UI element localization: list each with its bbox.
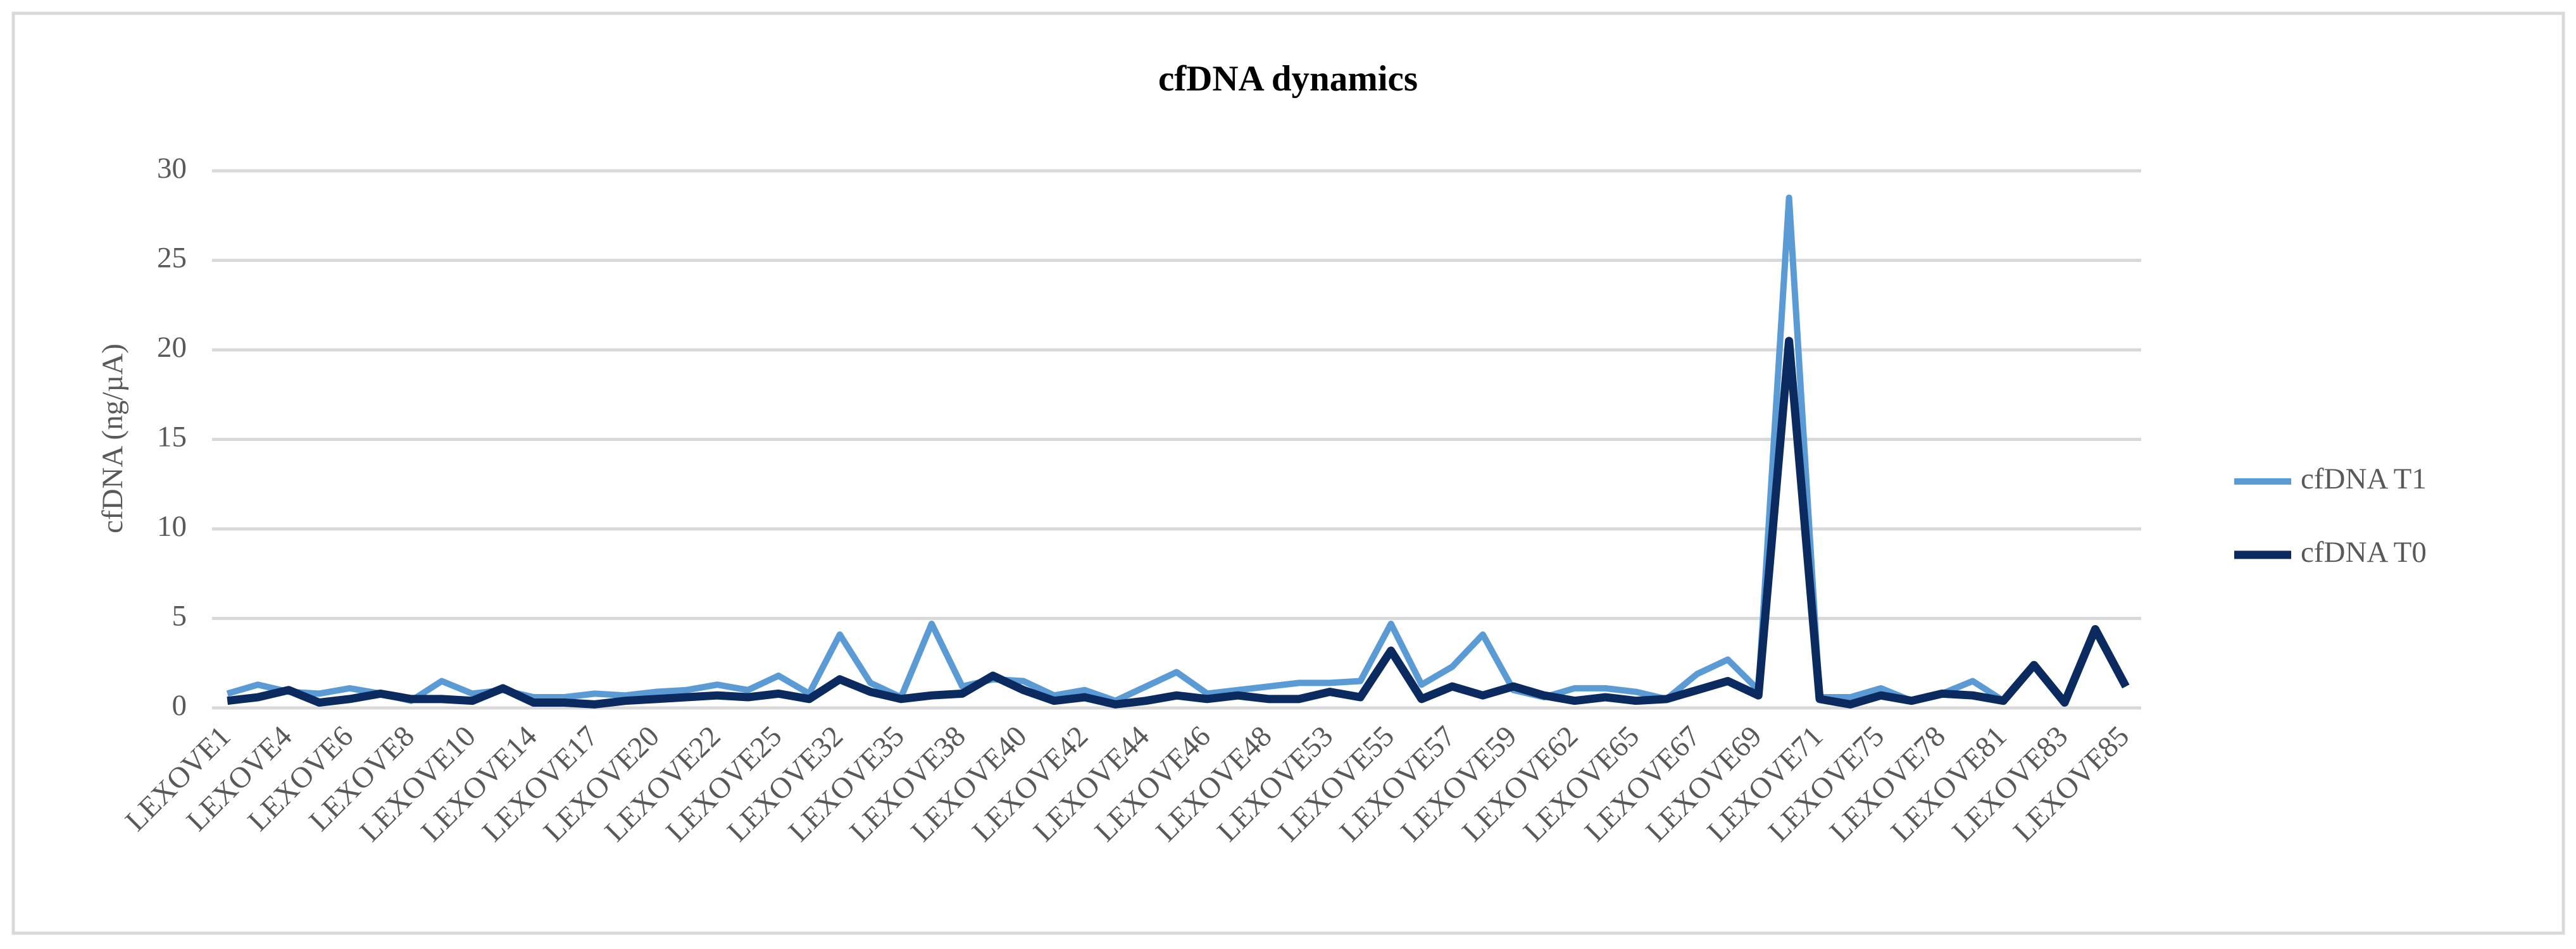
y-tick-label: 20 (157, 331, 187, 364)
chart-border (11, 11, 2565, 935)
y-axis-title: cfDNA (ng/µA) (96, 344, 129, 533)
y-tick-label: 30 (157, 152, 187, 185)
y-tick-label: 15 (157, 420, 187, 453)
series-line (226, 194, 2129, 706)
series-line (227, 337, 2130, 709)
legend-label: cfDNA T0 (2301, 536, 2427, 569)
y-tick-label: 5 (172, 599, 187, 632)
chart-title: cfDNA dynamics (1158, 59, 1418, 99)
y-tick-label: 10 (157, 510, 187, 543)
y-tick-label: 0 (172, 689, 187, 722)
legend-label: cfDNA T1 (2301, 462, 2427, 495)
y-tick-label: 25 (157, 241, 187, 274)
